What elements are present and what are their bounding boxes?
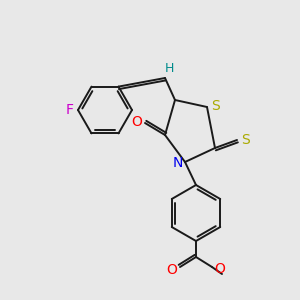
Text: O: O — [132, 115, 142, 129]
Text: O: O — [167, 263, 177, 277]
Text: O: O — [214, 262, 225, 276]
Text: S: S — [242, 133, 250, 147]
Text: H: H — [164, 62, 174, 76]
Text: S: S — [212, 99, 220, 113]
Text: F: F — [66, 103, 74, 117]
Text: N: N — [173, 156, 183, 170]
